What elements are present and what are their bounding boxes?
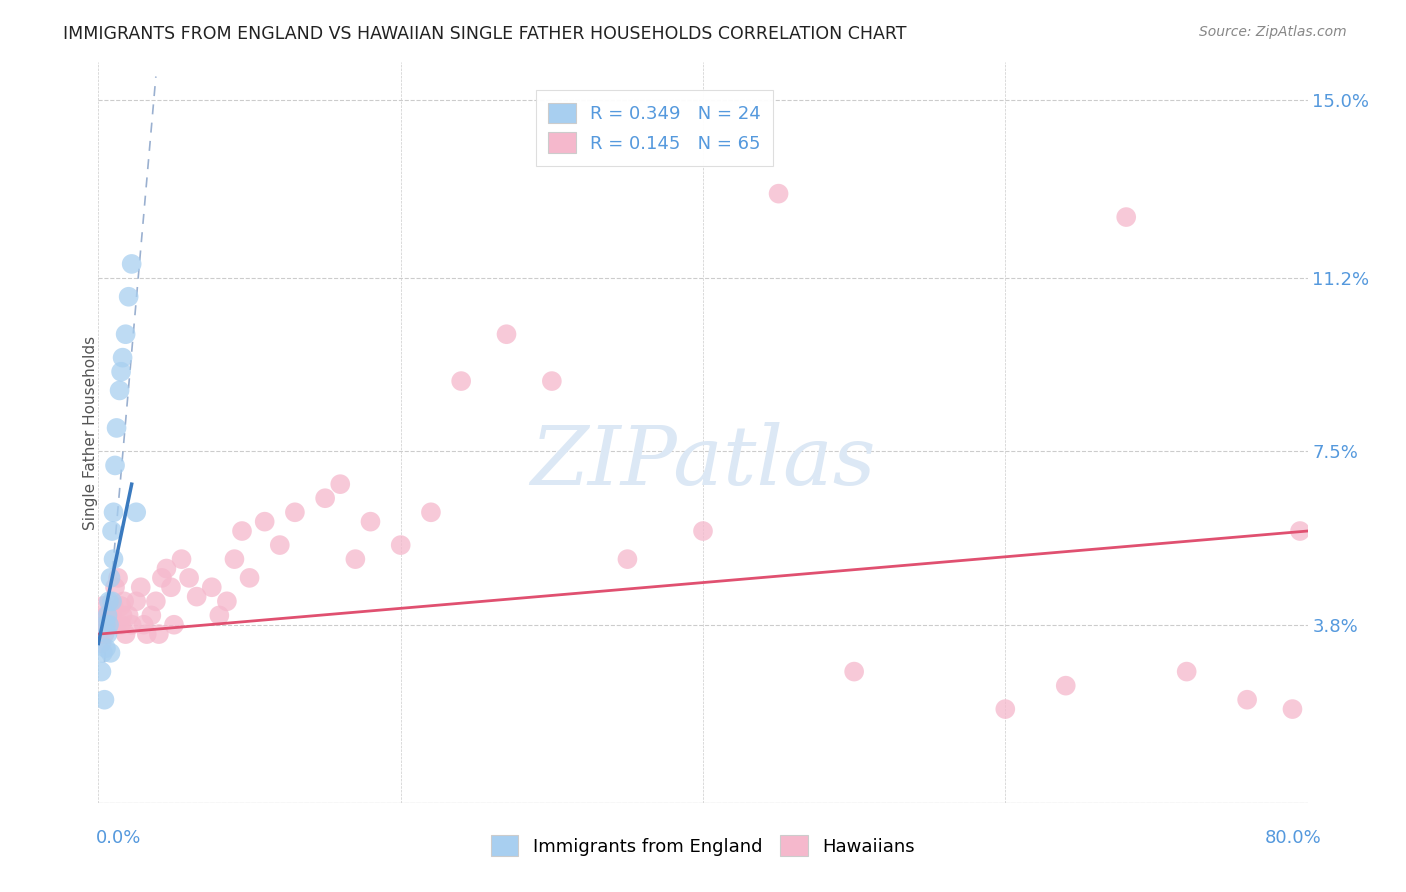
Point	[112, 594, 135, 608]
Point	[160, 580, 183, 594]
Point	[118, 290, 141, 304]
Y-axis label: Single Father Households: Single Father Households	[83, 335, 97, 530]
Point	[121, 617, 143, 632]
Point	[231, 524, 253, 538]
Text: 0.0%: 0.0%	[96, 830, 141, 847]
Point	[100, 646, 122, 660]
Point	[1236, 692, 1258, 706]
Point	[94, 641, 117, 656]
Point	[110, 365, 132, 379]
Point	[1281, 702, 1303, 716]
Point	[111, 351, 134, 365]
Point	[344, 552, 367, 566]
Point	[129, 580, 152, 594]
Point	[96, 627, 118, 641]
Point	[844, 665, 866, 679]
Text: ZIPatlas: ZIPatlas	[530, 422, 876, 502]
Point	[91, 599, 114, 613]
Point	[1289, 524, 1312, 538]
Point	[104, 580, 127, 594]
Point	[104, 458, 127, 473]
Point	[114, 627, 136, 641]
Point	[93, 627, 115, 641]
Point	[186, 590, 208, 604]
Point	[224, 552, 246, 566]
Point	[132, 617, 155, 632]
Point	[103, 617, 125, 632]
Point	[239, 571, 262, 585]
Point	[201, 580, 224, 594]
Point	[103, 552, 125, 566]
Point	[314, 491, 336, 506]
Point	[118, 608, 141, 623]
Point	[101, 594, 124, 608]
Point	[360, 515, 382, 529]
Point	[94, 608, 117, 623]
Point	[96, 608, 118, 623]
Text: IMMIGRANTS FROM ENGLAND VS HAWAIIAN SINGLE FATHER HOUSEHOLDS CORRELATION CHART: IMMIGRANTS FROM ENGLAND VS HAWAIIAN SING…	[63, 25, 907, 43]
Point	[179, 571, 201, 585]
Point	[90, 636, 112, 650]
Point	[98, 608, 121, 623]
Point	[170, 552, 193, 566]
Point	[98, 594, 121, 608]
Point	[1054, 679, 1077, 693]
Point	[329, 477, 352, 491]
Point	[540, 374, 562, 388]
Point	[121, 257, 143, 271]
Point	[105, 617, 128, 632]
Point	[110, 617, 132, 632]
Point	[100, 571, 122, 585]
Point	[105, 421, 128, 435]
Point	[495, 327, 517, 342]
Point	[155, 561, 177, 575]
Point	[100, 617, 122, 632]
Text: Source: ZipAtlas.com: Source: ZipAtlas.com	[1199, 25, 1347, 39]
Point	[994, 702, 1017, 716]
Point	[94, 617, 117, 632]
Point	[269, 538, 291, 552]
Point	[98, 617, 121, 632]
Point	[89, 627, 111, 641]
Point	[150, 571, 173, 585]
Point	[110, 599, 132, 613]
Point	[135, 627, 157, 641]
Point	[91, 646, 114, 660]
Legend: Immigrants from England, Hawaiians: Immigrants from England, Hawaiians	[484, 828, 922, 863]
Point	[107, 571, 129, 585]
Point	[125, 594, 148, 608]
Point	[90, 665, 112, 679]
Point	[215, 594, 238, 608]
Point	[103, 505, 125, 519]
Point	[101, 608, 124, 623]
Point	[616, 552, 638, 566]
Point	[91, 617, 114, 632]
Point	[114, 327, 136, 342]
Text: 80.0%: 80.0%	[1265, 830, 1322, 847]
Point	[141, 608, 163, 623]
Point	[1115, 210, 1137, 224]
Point	[1175, 665, 1198, 679]
Point	[163, 617, 186, 632]
Point	[148, 627, 170, 641]
Point	[93, 692, 115, 706]
Point	[111, 608, 134, 623]
Point	[389, 538, 412, 552]
Point	[692, 524, 714, 538]
Point	[208, 608, 231, 623]
Point	[101, 524, 124, 538]
Point	[253, 515, 276, 529]
Point	[96, 617, 118, 632]
Point	[284, 505, 307, 519]
Point	[125, 505, 148, 519]
Point	[108, 384, 131, 398]
Point	[768, 186, 790, 201]
Point	[145, 594, 167, 608]
Legend: R = 0.349   N = 24, R = 0.145   N = 65: R = 0.349 N = 24, R = 0.145 N = 65	[536, 90, 773, 166]
Point	[450, 374, 472, 388]
Point	[420, 505, 443, 519]
Point	[103, 599, 125, 613]
